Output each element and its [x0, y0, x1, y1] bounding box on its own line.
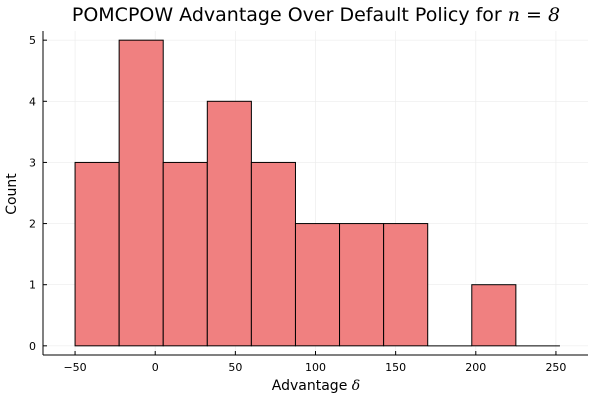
histogram-bar: [74, 161, 120, 347]
x-tick-labels: −50 0 50 100 150 200 250: [63, 361, 566, 374]
histogram-bars: [74, 39, 560, 347]
y-tick-label: 4: [29, 95, 36, 108]
chart-title-text: POMCPOW Advantage Over Default Policy fo…: [72, 4, 508, 26]
histogram-bar: [162, 161, 208, 347]
histogram-bar: [250, 161, 296, 347]
y-tick-label: 3: [29, 156, 36, 169]
x-tick-label: 50: [228, 361, 242, 374]
y-tick-label: 2: [29, 218, 36, 231]
x-axis-label-math: δ: [352, 378, 360, 394]
chart-title-math: n = 8: [508, 4, 560, 26]
x-axis-label: Advantage δ: [272, 378, 360, 394]
y-tick-label: 5: [29, 34, 36, 47]
x-axis-label-text: Advantage: [272, 378, 352, 394]
y-tick-label: 0: [29, 340, 36, 353]
histogram-bar: [118, 39, 164, 347]
histogram-bar: [206, 100, 252, 347]
x-tick-label: 150: [385, 361, 406, 374]
chart-title: POMCPOW Advantage Over Default Policy fo…: [72, 4, 560, 26]
histogram-bar: [339, 223, 385, 347]
x-tick-label: 0: [152, 361, 159, 374]
histogram-bar: [294, 223, 341, 347]
y-tick-label: 1: [29, 279, 36, 292]
y-tick-labels: 0 1 2 3 4 5: [29, 34, 36, 353]
x-tick-label: 100: [305, 361, 326, 374]
x-tick-label: −50: [63, 361, 86, 374]
histogram-bar: [471, 284, 517, 347]
axes: [42, 31, 588, 356]
histogram-bar: [383, 223, 429, 347]
y-axis-label: Count: [4, 173, 20, 215]
x-tick-label: 200: [465, 361, 486, 374]
x-tick-label: 250: [545, 361, 566, 374]
